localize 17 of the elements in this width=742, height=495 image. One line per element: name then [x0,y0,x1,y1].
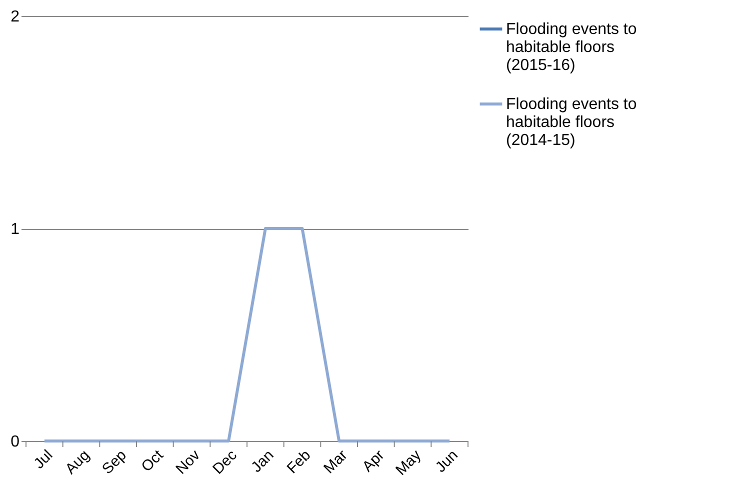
x-tick-label: Jul [30,446,56,472]
x-tick-label: Oct [138,446,168,476]
x-tick-label: May [392,446,425,479]
x-tick-label: Apr [359,446,388,476]
x-tick-label: Mar [320,446,351,478]
x-tick-label: Jun [432,446,462,476]
x-tick-label: Sep [98,446,130,478]
x-tick-label: Nov [172,446,204,478]
legend-label: Flooding events to habitable floors (2014-15) [506,96,637,149]
y-tick-label: 0 [10,434,20,450]
x-tick-label: Feb [284,446,314,478]
x-tick-label: Aug [62,446,94,478]
x-tick-label: Jan [248,446,278,476]
legend-label: Flooding events to habitable floors (2015-16) [506,21,637,74]
y-tick-label: 1 [10,221,20,238]
y-tick-label: 2 [10,8,20,26]
x-tick-label: Dec [210,446,241,478]
